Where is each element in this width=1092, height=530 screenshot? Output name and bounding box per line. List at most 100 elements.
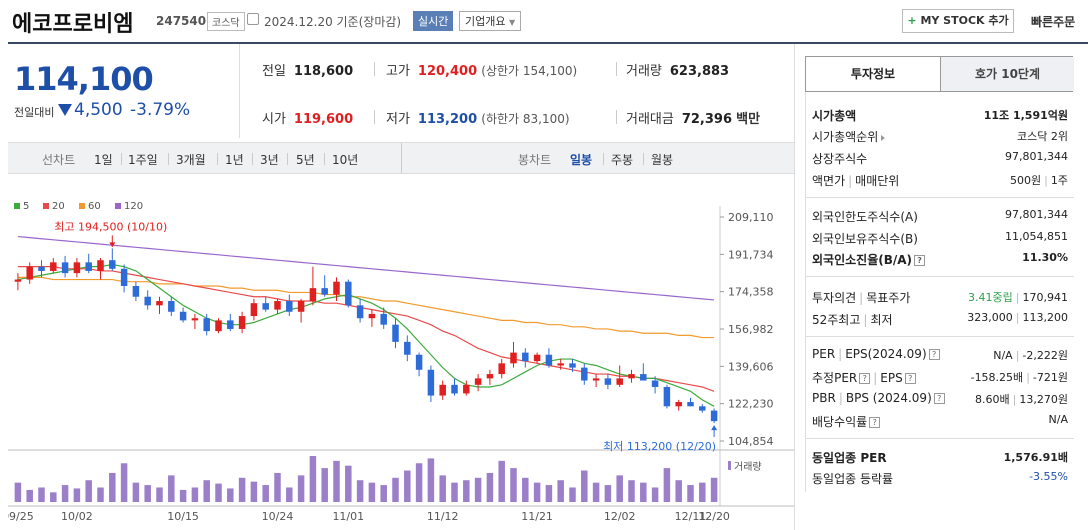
row-market-cap: 시가총액 11조 1,591억원: [812, 105, 1068, 125]
realtime-button[interactable]: 실시간: [413, 11, 454, 31]
my-stock-add-button[interactable]: + MY STOCK 추가: [902, 9, 1014, 33]
volume-bar: [238, 477, 246, 502]
price-tick-label: 174,358: [728, 286, 774, 299]
period-3m[interactable]: 3개월: [176, 153, 206, 167]
period-5y[interactable]: 5년: [296, 153, 315, 167]
volume-bar: [451, 482, 458, 502]
volume: 거래량 623,883: [626, 60, 729, 79]
foreign-ratio-label-wrap: 외국인소진율(B/A)?: [812, 251, 926, 268]
w52-label-1: 52주최고: [812, 313, 861, 327]
volume-bar: [439, 475, 446, 502]
price-chart[interactable]: 209,110 191,734 174,358 156,982 139,606 122,2…: [8, 176, 794, 530]
legend-label: 120: [124, 201, 143, 212]
help-icon[interactable]: ?: [904, 373, 916, 384]
line-chart-label: 선차트: [42, 153, 76, 167]
eper-value-1: -158.25배: [970, 371, 1024, 384]
period-1y[interactable]: 1년: [225, 153, 244, 167]
candle-body: [486, 374, 494, 379]
company-info-label: 기업개요: [465, 15, 506, 28]
candle-weekly[interactable]: 주봉: [611, 153, 634, 167]
industry-change-label: 동일업종 등락률: [812, 472, 894, 486]
volume-bar: [651, 487, 659, 502]
candle-daily[interactable]: 일봉: [570, 153, 593, 167]
period-1w[interactable]: 1주일: [128, 153, 158, 167]
volume-bar: [616, 475, 623, 502]
company-info-dropdown[interactable]: 기업개요 ▼: [459, 11, 522, 31]
tab-invest-info[interactable]: 투자정보: [806, 57, 940, 91]
separator: |: [863, 313, 868, 327]
low-arrow-head: [711, 425, 718, 431]
price-tick-label: 104,854: [728, 435, 774, 448]
period-10y[interactable]: 10년: [332, 153, 359, 167]
prev-label: 전일: [262, 64, 286, 79]
volume-bar: [592, 482, 600, 502]
eper-value: -158.25배 | -721원: [971, 369, 1068, 385]
volume-bar: [569, 487, 576, 502]
summary-divider: [239, 44, 240, 138]
x-tick-label: 12/11: [675, 510, 707, 523]
trade-amount: 거래대금 72,396 백만: [626, 108, 760, 127]
volume-bar: [699, 482, 706, 502]
divider: [616, 110, 617, 124]
high-label: 고가: [386, 64, 410, 79]
candle-body: [120, 268, 128, 286]
plus-icon: +: [907, 14, 917, 27]
quick-order-link[interactable]: 빠른주문: [1031, 15, 1076, 29]
candle-body: [545, 354, 553, 366]
panel-separator: [806, 197, 1074, 198]
market-cap-value: 11조 1,591억원: [983, 109, 1068, 122]
opinion-value: 3.41중립 | 170,941: [968, 289, 1068, 305]
candle-monthly[interactable]: 월봉: [651, 153, 674, 167]
volume-bar: [297, 475, 305, 502]
help-icon[interactable]: ?: [914, 255, 926, 266]
tab-orderbook[interactable]: 호가 10단계: [940, 57, 1074, 91]
x-tick-label: 11/12: [427, 510, 459, 523]
price-tick-label: 139,606: [728, 360, 774, 373]
foreign-hold-value: 11,054,851: [1005, 230, 1068, 243]
period-3y[interactable]: 3년: [260, 153, 279, 167]
period-1d[interactable]: 1일: [94, 153, 113, 167]
row-industry-change: 동일업종 등락률 -3.55%: [812, 468, 1068, 488]
row-cap-rank[interactable]: 시가총액순위 코스닥 2위: [812, 126, 1068, 146]
separator: |: [1015, 349, 1020, 362]
volume-bar: [50, 492, 57, 502]
candle-body: [156, 301, 163, 306]
amount-value: 72,396: [681, 112, 733, 127]
separator: |: [1044, 174, 1048, 187]
row-dividend: 배당수익률? N/A: [812, 411, 1068, 431]
divider: [374, 110, 375, 124]
row-52week: 52주최고 | 최저 323,000 | 113,200: [812, 309, 1068, 329]
help-icon[interactable]: ?: [869, 417, 881, 428]
candle-body: [628, 374, 635, 379]
x-tick-label: 10/15: [167, 510, 199, 523]
candle-body: [132, 285, 140, 297]
x-tick-label: 10/24: [262, 510, 294, 523]
volume-value: 623,883: [669, 64, 730, 79]
opinion-label-1: 투자의견: [812, 291, 857, 305]
high-annotation: 최고 194,500 (10/10): [54, 220, 167, 233]
x-tick-label: 11/21: [521, 510, 553, 523]
divider: [324, 153, 325, 165]
help-icon[interactable]: ?: [933, 393, 945, 404]
help-icon[interactable]: ?: [859, 373, 871, 384]
separator: |: [873, 371, 878, 385]
row-face-value: 액면가 | 매매단위 500원 | 1주: [812, 170, 1068, 190]
volume-bar: [191, 487, 199, 502]
candle-body: [498, 363, 505, 375]
volume-bar: [321, 468, 328, 502]
price-tick-label: 191,734: [728, 248, 774, 261]
volume-label: 거래량: [626, 64, 662, 79]
separator: |: [1015, 291, 1020, 304]
per-value: N/A | -2,222원: [993, 347, 1068, 363]
volume-bar: [604, 485, 612, 502]
candle-body: [262, 303, 269, 310]
dividend-label: 배당수익률: [812, 415, 868, 429]
x-tick-label: 12/02: [604, 510, 636, 523]
header-divider: [8, 42, 1088, 44]
industry-per-value: 1,576.91배: [1003, 451, 1068, 464]
candle-body: [415, 354, 423, 370]
separator: |: [1012, 393, 1017, 406]
candle-body: [699, 406, 706, 411]
row-foreign-hold: 외국인보유주식수(B) 11,054,851: [812, 228, 1068, 248]
help-icon[interactable]: ?: [928, 349, 940, 360]
